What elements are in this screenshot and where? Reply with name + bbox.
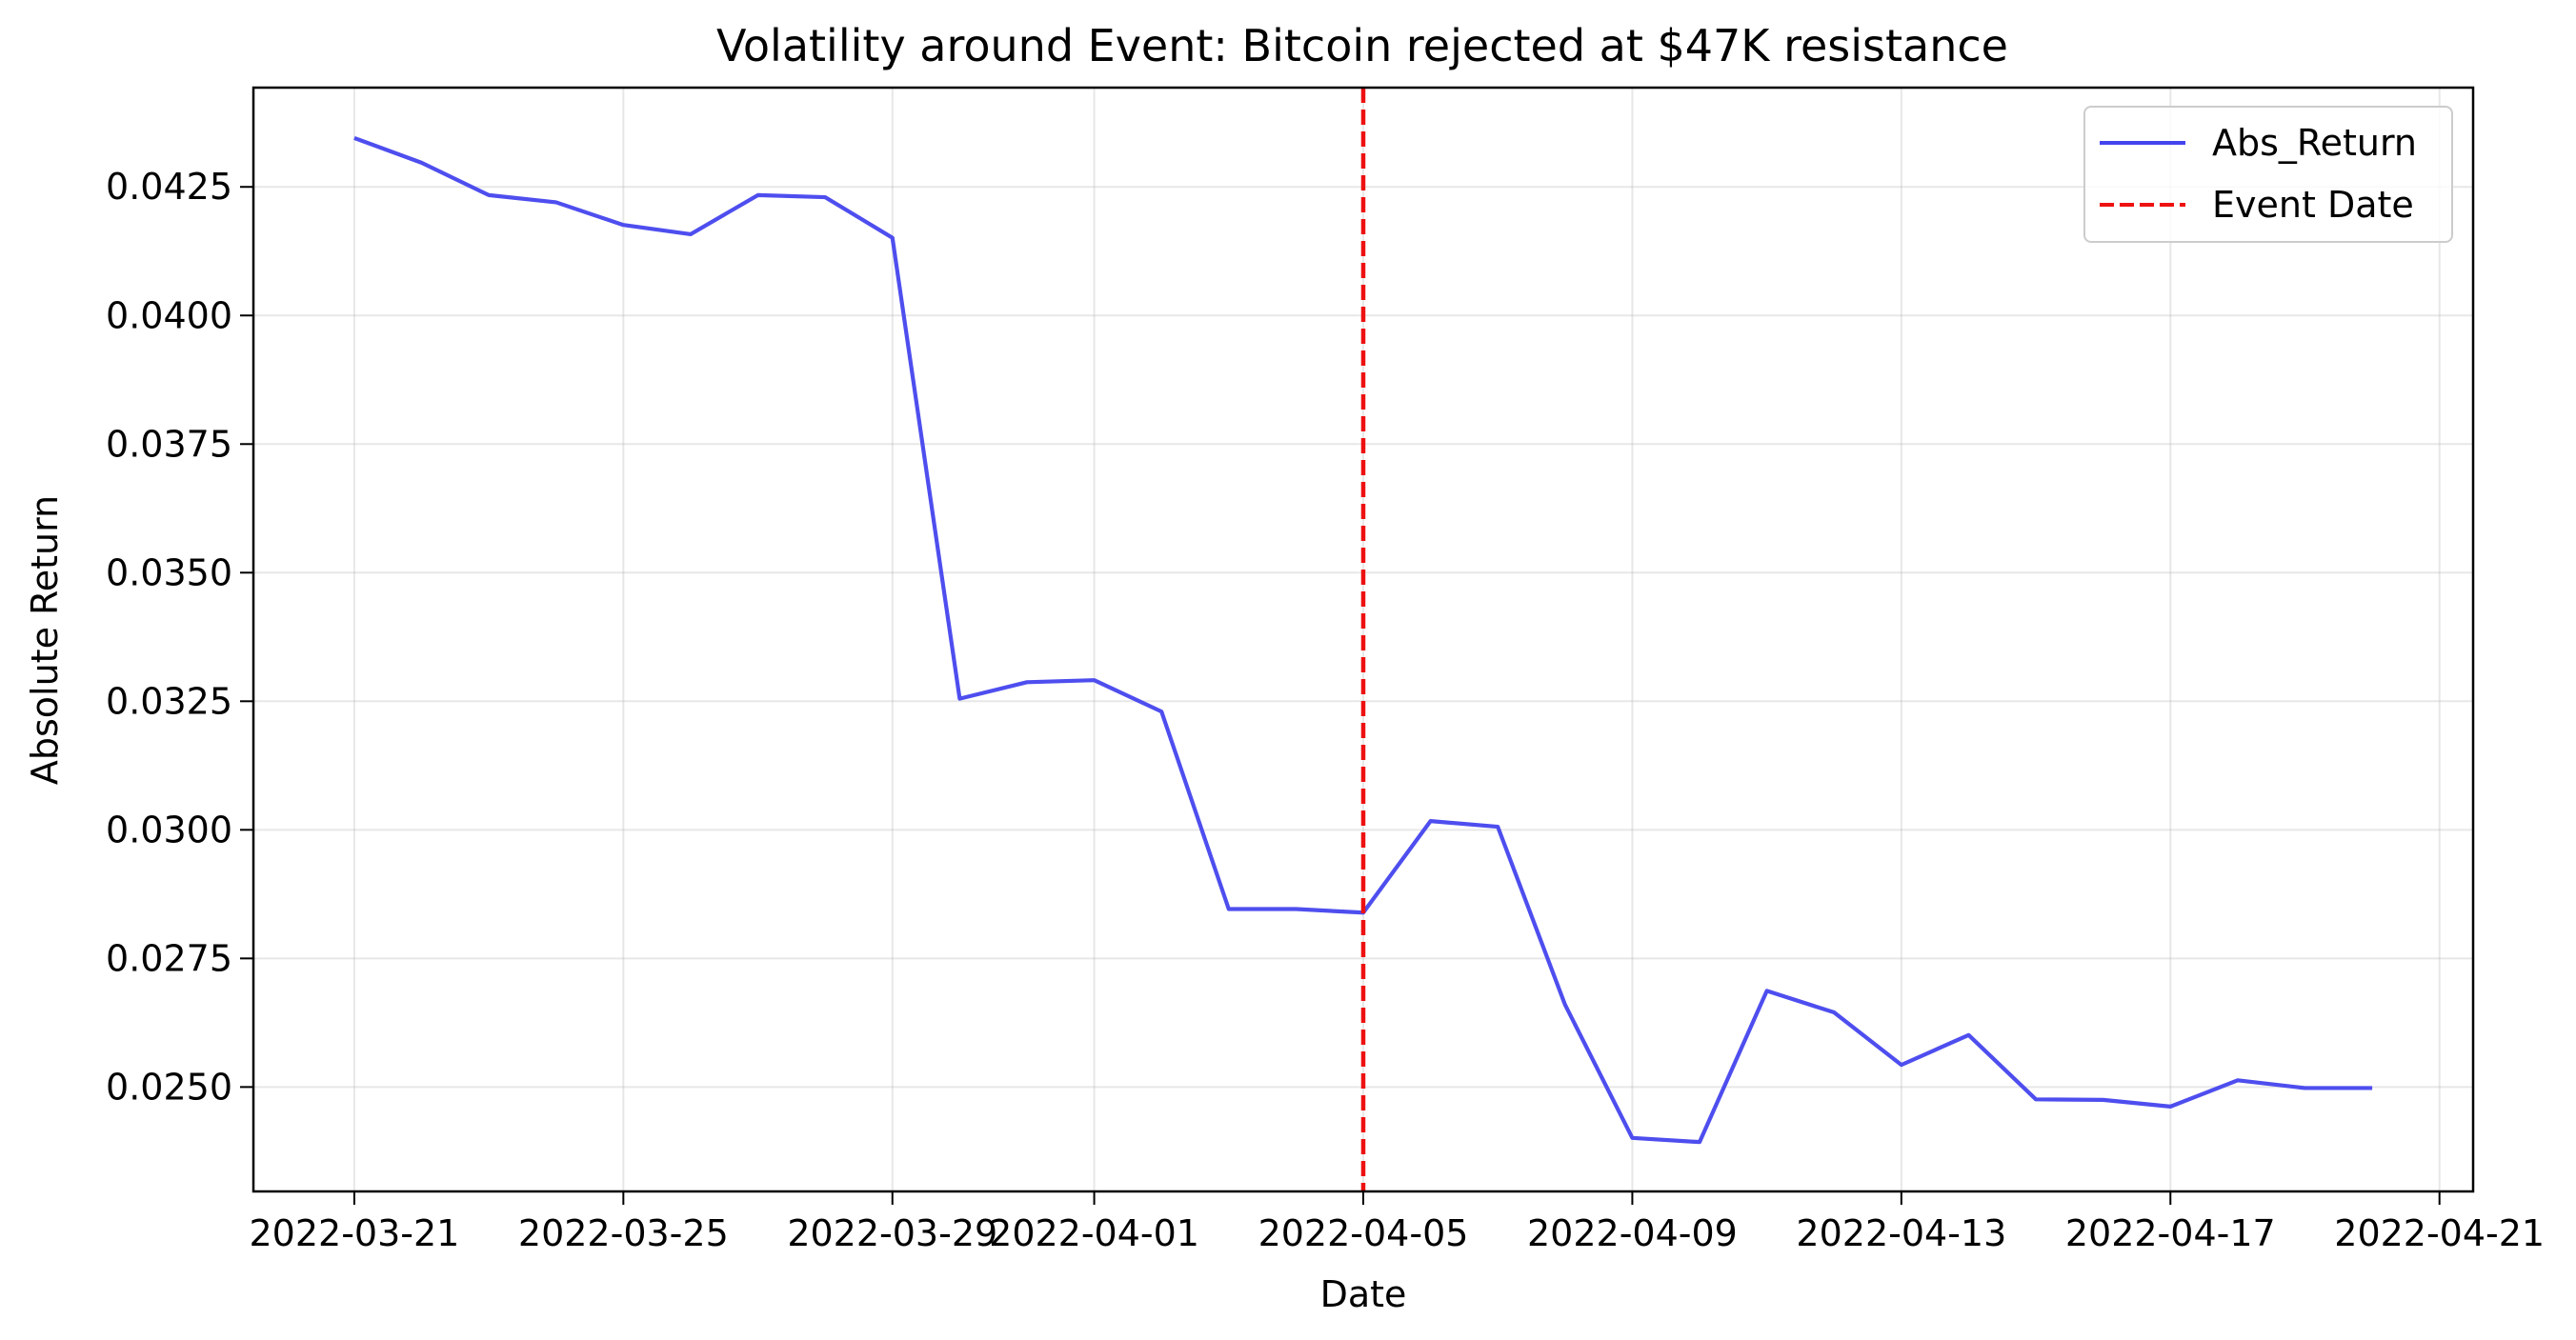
y-tick-label: 0.0325	[106, 680, 232, 722]
legend-box	[2083, 106, 2453, 243]
legend: Abs_Return Event Date	[2083, 106, 2453, 243]
x-tick-label: 2022-03-25	[518, 1212, 729, 1254]
x-tick-label: 2022-04-01	[989, 1212, 1199, 1254]
x-axis-title: Date	[1320, 1273, 1407, 1315]
x-tick-label: 2022-04-21	[2334, 1212, 2545, 1254]
legend-series-label: Abs_Return	[2212, 122, 2417, 164]
y-axis: 0.0250 0.0275 0.0300 0.0325 0.0350 0.0375 0.04…	[106, 166, 253, 1108]
y-tick-label: 0.0300	[106, 809, 232, 850]
x-tick-label: 2022-04-13	[1796, 1212, 2006, 1254]
y-tick-label: 0.0375	[106, 423, 232, 465]
y-tick-label: 0.0400	[106, 294, 232, 336]
x-axis: 2022-03-21 2022-03-25 2022-03-292022-04-01…	[249, 1191, 2545, 1254]
x-tick-label: 2022-04-17	[2065, 1212, 2276, 1254]
y-tick-label: 0.0425	[106, 166, 232, 208]
chart-title: Volatility around Event: Bitcoin rejecte…	[716, 20, 2008, 71]
x-tick-label: 2022-03-29	[787, 1212, 997, 1254]
x-tick-label: 2022-03-21	[249, 1212, 459, 1254]
y-tick-label: 0.0250	[106, 1066, 232, 1108]
y-axis-title: Absolute Return	[24, 495, 66, 785]
y-tick-label: 0.0275	[106, 937, 232, 979]
legend-event-label: Event Date	[2212, 184, 2414, 226]
x-tick-label: 2022-04-09	[1527, 1212, 1738, 1254]
y-tick-label: 0.0350	[106, 551, 232, 593]
x-tick-label: 2022-04-05	[1258, 1212, 1469, 1254]
